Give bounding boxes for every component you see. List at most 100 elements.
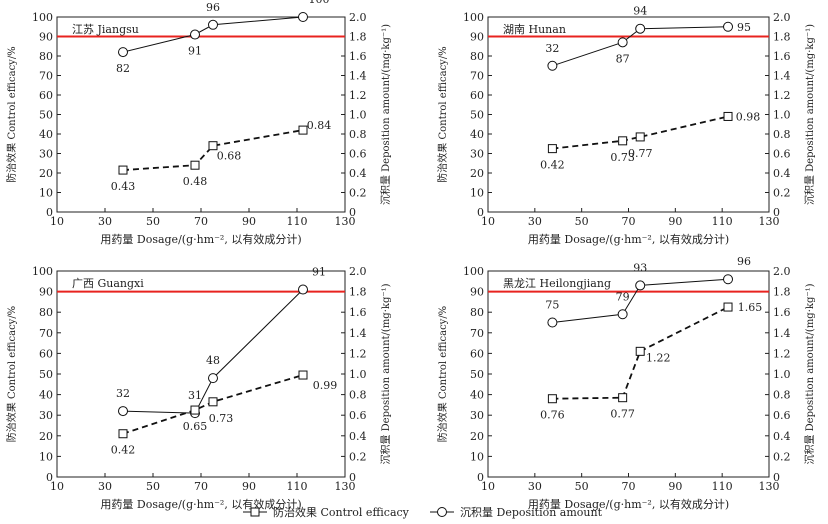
legend-item-2: 沉积量 Deposition amount	[430, 506, 603, 519]
deposition-point	[208, 397, 218, 407]
y-left-tick-label: 100	[463, 11, 484, 24]
deposition-point	[723, 302, 733, 312]
y-right-tick-label: 1.4	[349, 327, 367, 340]
x-tick-label: 50	[146, 480, 160, 493]
x-tick-label: 50	[575, 215, 589, 228]
efficacy-series-line	[122, 289, 304, 414]
y-right-tick-label: 0.4	[773, 167, 791, 180]
y-left-tick-label: 50	[39, 109, 53, 122]
efficacy-data-label: 93	[633, 261, 647, 274]
y-left-tick-label: 10	[39, 450, 53, 463]
y-right-tick-label: 1.6	[773, 50, 791, 63]
y-right-tick-label: 1.0	[349, 368, 367, 381]
y-left-tick-label: 100	[463, 265, 484, 278]
y-right-tick-label: 0	[773, 206, 780, 219]
y-left-tick-label: 0	[477, 471, 484, 484]
y-left-tick-label: 20	[39, 430, 53, 443]
efficacy-data-label: 75	[545, 299, 559, 312]
efficacy-point	[190, 29, 200, 40]
deposition-data-label: 0.77	[628, 147, 653, 160]
y-left-tick-label: 0	[46, 471, 53, 484]
deposition-data-label: 0.84	[307, 119, 332, 132]
x-tick-label: 90	[242, 480, 256, 493]
deposition-point	[635, 132, 645, 142]
y-right-tick-label: 1.0	[349, 109, 367, 122]
y-right-tick-label: 0.8	[773, 389, 791, 402]
efficacy-data-label: 91	[188, 45, 202, 58]
deposition-point	[190, 405, 200, 415]
y-right-tick-label: 0	[349, 471, 356, 484]
y-left-tick-label: 90	[470, 286, 484, 299]
y-left-tick-label: 90	[470, 31, 484, 44]
y-right-tick-label: 1.4	[773, 70, 791, 83]
y-left-tick-label: 70	[470, 327, 484, 340]
y-left-tick-label: 0	[46, 206, 53, 219]
deposition-series-line	[122, 374, 304, 435]
y-right-tick-label: 1.4	[773, 327, 791, 340]
x-tick-label: 130	[335, 215, 356, 228]
y-right-tick-label: 2.0	[349, 11, 367, 24]
deposition-point	[208, 141, 218, 151]
x-tick-label: 90	[242, 215, 256, 228]
y-left-tick-label: 40	[470, 389, 484, 402]
y-right-tick-label: 0.6	[773, 148, 791, 161]
x-tick-label: 110	[287, 215, 308, 228]
deposition-data-label: 0.99	[313, 379, 338, 392]
y-right-tick-label: 1.8	[773, 31, 791, 44]
y-left-axis-label: 防治效果 Control efficacy/%	[5, 306, 18, 442]
y-right-axis-label: 沉积量 Deposition amount/(mg·kg⁻¹)	[379, 283, 392, 464]
y-left-axis-label: 防治效果 Control efficacy/%	[436, 306, 449, 442]
y-left-tick-label: 30	[470, 409, 484, 422]
efficacy-point	[617, 309, 628, 320]
x-tick-label: 90	[668, 480, 682, 493]
y-right-tick-label: 1.8	[349, 286, 367, 299]
y-right-tick-label: 1.2	[773, 89, 791, 102]
x-tick-label: 70	[194, 480, 208, 493]
y-left-tick-label: 90	[39, 31, 53, 44]
y-left-tick-label: 80	[470, 306, 484, 319]
efficacy-point	[547, 317, 558, 328]
y-left-tick-label: 70	[39, 327, 53, 340]
efficacy-data-label: 87	[616, 52, 630, 65]
y-right-tick-label: 0	[349, 206, 356, 219]
x-axis-label: 用药量 Dosage/(g·hm⁻², 以有效成分计)	[528, 232, 729, 246]
y-left-tick-label: 20	[470, 430, 484, 443]
y-left-tick-label: 40	[470, 128, 484, 141]
y-right-tick-label: 0.8	[349, 389, 367, 402]
efficacy-point	[118, 47, 128, 58]
efficacy-data-label: 96	[206, 1, 220, 14]
deposition-point	[635, 346, 645, 356]
y-right-tick-label: 0.4	[349, 167, 367, 180]
efficacy-series-line	[552, 26, 729, 67]
efficacy-data-label: 96	[737, 255, 751, 268]
y-left-tick-label: 20	[39, 167, 53, 180]
y-right-tick-label: 0.6	[773, 409, 791, 422]
x-tick-label: 10	[50, 480, 64, 493]
panel-title: 黑龙江 Heilongjiang	[503, 277, 611, 290]
x-tick-label: 10	[50, 215, 64, 228]
y-right-tick-label: 0.8	[773, 128, 791, 141]
y-left-tick-label: 0	[477, 206, 484, 219]
y-left-tick-label: 80	[470, 50, 484, 63]
y-left-tick-label: 60	[39, 89, 53, 102]
deposition-point	[547, 144, 557, 154]
legend-square-marker	[250, 507, 260, 517]
efficacy-point	[617, 37, 628, 48]
y-left-tick-label: 40	[39, 128, 53, 141]
deposition-point	[618, 136, 628, 146]
efficacy-point	[208, 19, 218, 30]
y-left-tick-label: 50	[39, 368, 53, 381]
legend-label: 沉积量 Deposition amount	[460, 506, 603, 519]
x-tick-label: 30	[98, 215, 112, 228]
deposition-point	[298, 125, 308, 135]
x-axis-label: 用药量 Dosage/(g·hm⁻², 以有效成分计)	[100, 232, 301, 246]
y-right-tick-label: 1.0	[773, 109, 791, 122]
y-left-tick-label: 60	[39, 347, 53, 360]
x-tick-label: 30	[528, 215, 542, 228]
y-right-tick-label: 0.4	[773, 430, 791, 443]
efficacy-point	[298, 284, 308, 295]
y-left-tick-label: 90	[39, 286, 53, 299]
deposition-data-label: 0.43	[111, 180, 136, 193]
y-left-tick-label: 10	[39, 187, 53, 200]
